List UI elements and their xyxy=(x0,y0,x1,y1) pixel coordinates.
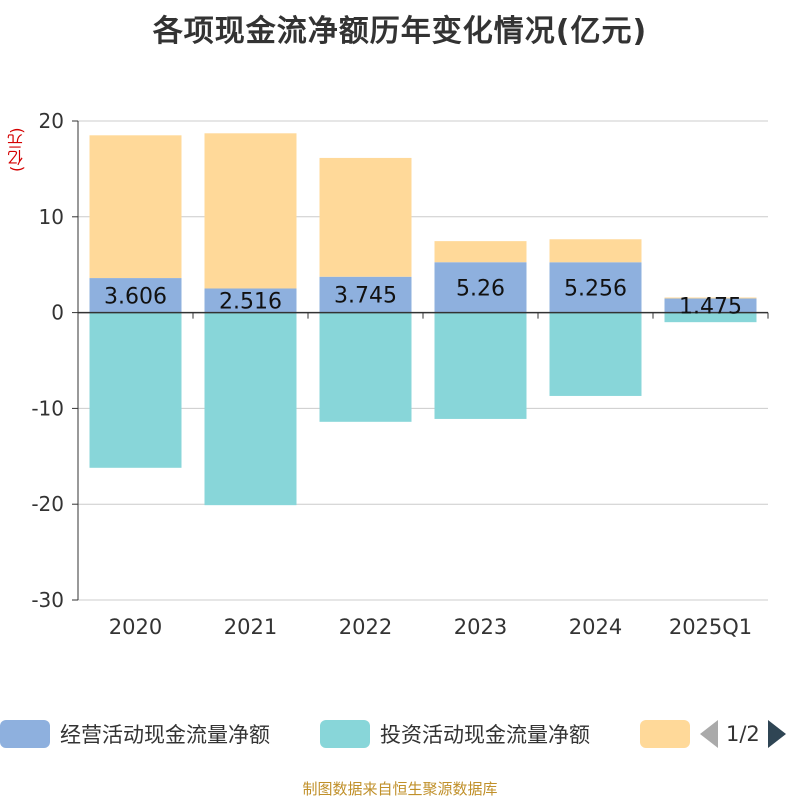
data-label: 1.475 xyxy=(679,295,742,320)
bar-series-2-2020 xyxy=(89,135,182,279)
legend-swatch-investing xyxy=(320,720,370,748)
x-tick-label: 2025Q1 xyxy=(669,615,752,639)
pager-text: 1/2 xyxy=(726,722,760,746)
y-tick-label: 0 xyxy=(51,301,64,325)
pager-next-icon[interactable] xyxy=(767,720,786,748)
bar-series-0-2022 xyxy=(319,276,412,313)
y-tick-label: -30 xyxy=(31,588,64,612)
legend-pager: 1/2 xyxy=(700,716,786,752)
x-tick-label: 2020 xyxy=(109,615,162,639)
bar-series-1-2020 xyxy=(89,312,182,468)
y-tick-label: -20 xyxy=(31,492,64,516)
x-tick-label: 2023 xyxy=(454,615,507,639)
bar-series-1-2021 xyxy=(204,312,297,506)
data-label: 3.745 xyxy=(334,284,397,309)
x-tick-label: 2024 xyxy=(569,615,622,639)
legend-item-financing[interactable] xyxy=(640,716,700,752)
y-tick-label: -10 xyxy=(31,396,64,420)
bar-series-0-2025Q1 xyxy=(664,298,757,313)
data-label: 2.516 xyxy=(219,290,282,315)
bar-series-2-2022 xyxy=(319,157,412,277)
legend-swatch-operating xyxy=(0,720,50,748)
bar-series-2-2021 xyxy=(204,133,297,289)
data-source-note: 制图数据来自恒生聚源数据库 xyxy=(302,780,498,798)
bar-series-1-2025Q1 xyxy=(664,312,757,323)
bar-series-0-2023 xyxy=(434,262,527,313)
bar-series-1-2024 xyxy=(549,312,642,396)
bar-series-1-2023 xyxy=(434,312,527,419)
bar-series-0-2020 xyxy=(89,278,182,313)
bar-series-2-2025Q1 xyxy=(664,297,757,299)
y-tick-label: 20 xyxy=(39,109,64,133)
bar-series-0-2021 xyxy=(204,288,297,313)
y-tick-label: 10 xyxy=(39,205,64,229)
bar-series-2-2024 xyxy=(549,239,642,263)
legend-item-operating[interactable]: 经营活动现金流量净额 xyxy=(0,716,270,752)
legend-swatch-financing xyxy=(640,720,690,748)
legend-label-investing: 投资活动现金流量净额 xyxy=(380,723,590,747)
legend-item-investing[interactable]: 投资活动现金流量净额 xyxy=(320,716,590,752)
pager-prev-icon[interactable] xyxy=(700,720,718,748)
x-tick-label: 2022 xyxy=(339,615,392,639)
chart-legend: 经营活动现金流量净额 投资活动现金流量净额 xyxy=(0,716,800,756)
bar-chart: 20 10 0 -10 -20 -30 2020 2021 2022 2023 2024 2025Q1… xyxy=(31,109,769,639)
data-label: 5.26 xyxy=(456,276,505,301)
x-tick-label: 2021 xyxy=(224,615,277,639)
chart-title: 各项现金流净额历年变化情况(亿元) xyxy=(152,14,648,49)
bar-series-2-2023 xyxy=(434,241,527,263)
data-label: 3.606 xyxy=(104,284,167,309)
data-label: 5.256 xyxy=(564,276,627,301)
bar-series-1-2022 xyxy=(319,312,412,422)
bar-series-0-2024 xyxy=(549,262,642,313)
legend-label-operating: 经营活动现金流量净额 xyxy=(60,723,270,747)
